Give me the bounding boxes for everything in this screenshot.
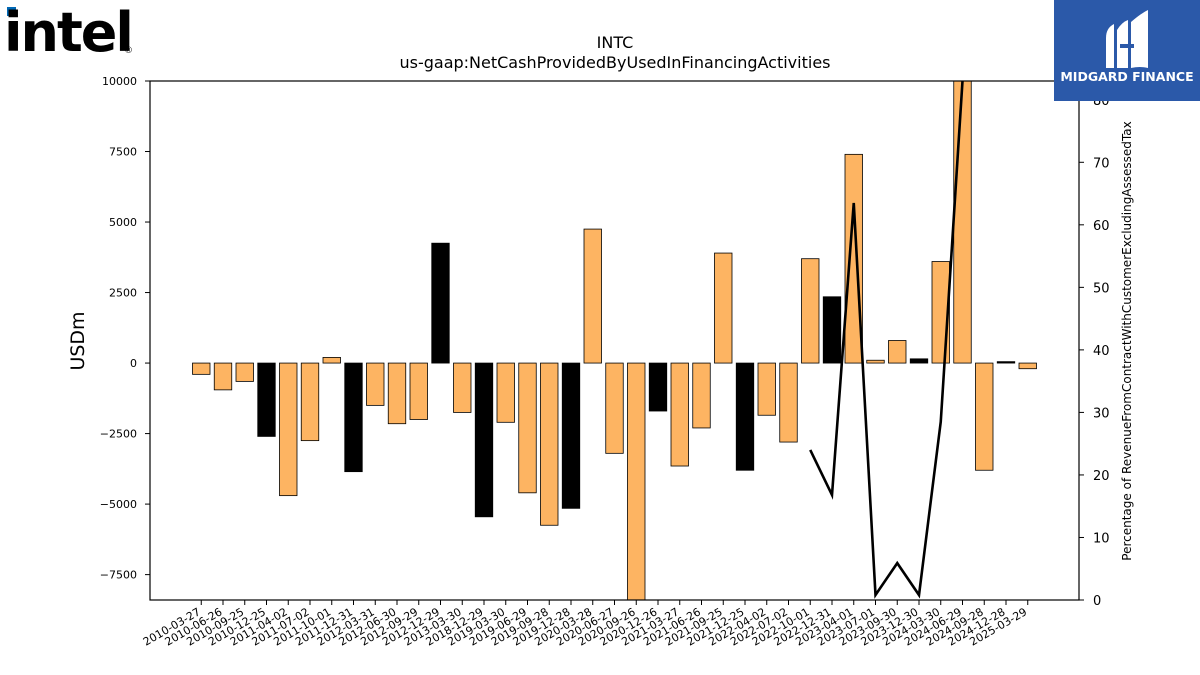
bars-layer [192,80,1037,601]
midgard-m-icon [1106,10,1148,68]
bar [953,80,972,364]
bar [605,362,624,454]
y-tick-label: 5000 [109,216,137,229]
y-tick-label: 7500 [109,146,137,159]
y-tick-label: −5000 [100,498,137,511]
bar [540,362,559,526]
y2-tick-label: 10 [1093,531,1110,546]
y-axis-label: USDm [67,311,89,370]
bar [496,362,515,423]
intel-logo: intel ® [4,0,144,66]
bar [757,362,776,416]
bar [387,362,407,425]
line-layer [809,80,964,599]
y2-tick-label: 40 [1093,344,1110,359]
bar [909,358,929,364]
y2-tick-label: 30 [1093,406,1110,421]
bar [714,252,733,364]
intel-registered-mark: ® [124,46,133,56]
bar [822,296,842,364]
y-tick-label: −2500 [100,428,137,441]
bar [561,362,581,509]
bar [257,362,276,437]
bar [322,357,341,364]
bar [453,362,472,413]
bar [366,362,385,406]
bar [670,362,689,467]
bar [627,362,646,601]
bar [801,258,820,364]
bar [431,242,450,364]
bar [409,362,428,420]
midgard-finance-logo: MIDGARD FINANCE [1054,0,1200,101]
y2-tick-label: 70 [1093,156,1110,171]
y2-tick-label: 20 [1093,469,1110,484]
brand-name: MIDGARD FINANCE [1060,69,1193,84]
y-tick-label: 10000 [102,75,137,88]
bar [692,362,711,429]
bar [192,362,211,375]
bar [996,361,1016,364]
y2-tick-label: 50 [1093,281,1110,296]
y-tick-label: 2500 [109,287,137,300]
intel-wordmark: intel [4,1,132,62]
bar [344,362,363,473]
chart-subtitle: us-gaap:NetCashProvidedByUsedInFinancing… [399,53,830,72]
bar [474,362,494,518]
y-tick-label: 0 [130,357,137,370]
bar [866,359,885,364]
bar [583,228,602,364]
y2-tick-label: 60 [1093,219,1110,234]
bar [975,362,994,471]
series-line [809,80,964,599]
y-tick-label: −7500 [100,569,137,582]
bar [518,362,537,494]
bar [648,362,668,412]
bar [279,362,298,497]
bar [213,362,233,391]
bar [844,153,863,364]
bar [779,362,798,443]
intel-dot-icon [7,7,16,16]
bar [235,362,254,382]
axes-layer: −7500 −5000 −2500 0 2500 5000 7500 10000 0 10 20 30… [100,75,1110,649]
bar [1018,362,1037,370]
chart-title: INTC [597,33,634,52]
bar [300,362,320,442]
y2-axis-label: Percentage of RevenueFromContractWithCus… [1120,121,1134,560]
bar [735,362,755,471]
bar [888,340,907,364]
y2-tick-label: 0 [1093,594,1101,609]
